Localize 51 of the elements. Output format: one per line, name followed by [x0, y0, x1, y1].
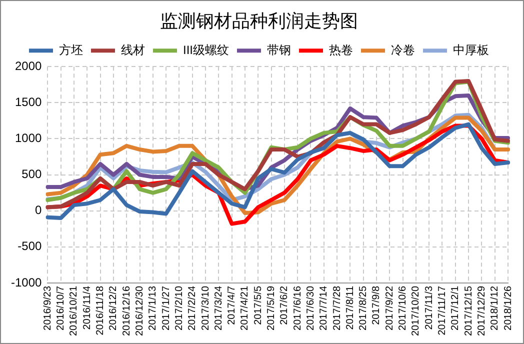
x-tick-label: 2016/12/2	[108, 286, 120, 330]
legend-label: 冷卷	[391, 42, 415, 57]
x-tick-label: 2017/9/8	[371, 286, 382, 325]
x-tick-label: 2017/7/28	[332, 286, 343, 330]
x-tick-label: 2016/12/16	[121, 286, 132, 336]
x-tick-label: 2016/11/4	[82, 286, 93, 330]
legend-label: 热卷	[329, 42, 353, 57]
x-tick-label: 2016/10/7	[56, 286, 67, 330]
x-tick-label: 2018/1/26	[502, 286, 514, 330]
x-tick-label: 2017/3/24	[213, 286, 224, 330]
x-tick-label: 2017/3/10	[200, 286, 212, 330]
x-tick-label: 2017/9/22	[384, 286, 396, 330]
x-tick-label: 2017/8/25	[358, 286, 370, 330]
y-tick-label: -500	[18, 239, 42, 254]
y-tick-label: 2000	[14, 58, 42, 73]
x-tick-label: 2017/1/13	[148, 286, 159, 330]
x-tick-label: 2017/12/15	[463, 286, 474, 336]
x-tick-label: 2017/7/14	[318, 286, 330, 330]
x-tick-label: 2017/12/1	[450, 286, 462, 330]
legend-label: 方坯	[59, 42, 83, 57]
x-tick-label: 2017/1/27	[160, 286, 172, 330]
x-tick-label: 2016/9/23	[42, 286, 54, 330]
x-tick-label: 2017/5/19	[266, 286, 278, 330]
legend-label: 带钢	[267, 42, 291, 57]
x-tick-label: 2016/12/30	[134, 286, 146, 336]
x-tick-label: 2016/10/21	[68, 286, 80, 336]
x-tick-label: 2017/6/16	[292, 286, 304, 330]
x-tick-label: 2017/12/29	[476, 286, 488, 336]
y-tick-label: -1000	[10, 275, 42, 290]
y-tick-label: 1000	[14, 131, 42, 146]
x-tick-label: 2018/1/12	[490, 286, 501, 330]
x-tick-label: 2017/8/11	[344, 286, 356, 330]
x-tick-label: 2017/4/21	[240, 286, 251, 330]
x-tick-label: 2017/5/5	[252, 286, 264, 325]
x-tick-label: 2017/11/3	[424, 286, 435, 330]
x-tick-label: 2017/6/30	[305, 286, 316, 330]
x-tick-label: 2017/4/7	[226, 286, 238, 325]
legend-label: 线材	[121, 42, 145, 57]
y-tick-label: 500	[22, 167, 42, 182]
y-tick-label: 1500	[14, 94, 42, 109]
legend-label: III级螺纹	[183, 42, 230, 57]
x-tick-label: 2017/2/10	[174, 286, 185, 330]
legend-label: 中厚板	[453, 42, 489, 57]
x-tick-label: 2017/10/6	[398, 286, 409, 330]
x-tick-label: 2017/2/24	[187, 286, 198, 330]
x-tick-label: 2017/11/17	[436, 286, 448, 336]
x-tick-label: 2016/11/18	[95, 286, 106, 336]
x-tick-label: 2017/10/20	[410, 286, 422, 336]
x-tick-label: 2017/6/2	[279, 286, 290, 325]
chart-title: 监测钢材品种利润走势图	[160, 10, 358, 31]
y-tick-label: 0	[35, 203, 42, 218]
